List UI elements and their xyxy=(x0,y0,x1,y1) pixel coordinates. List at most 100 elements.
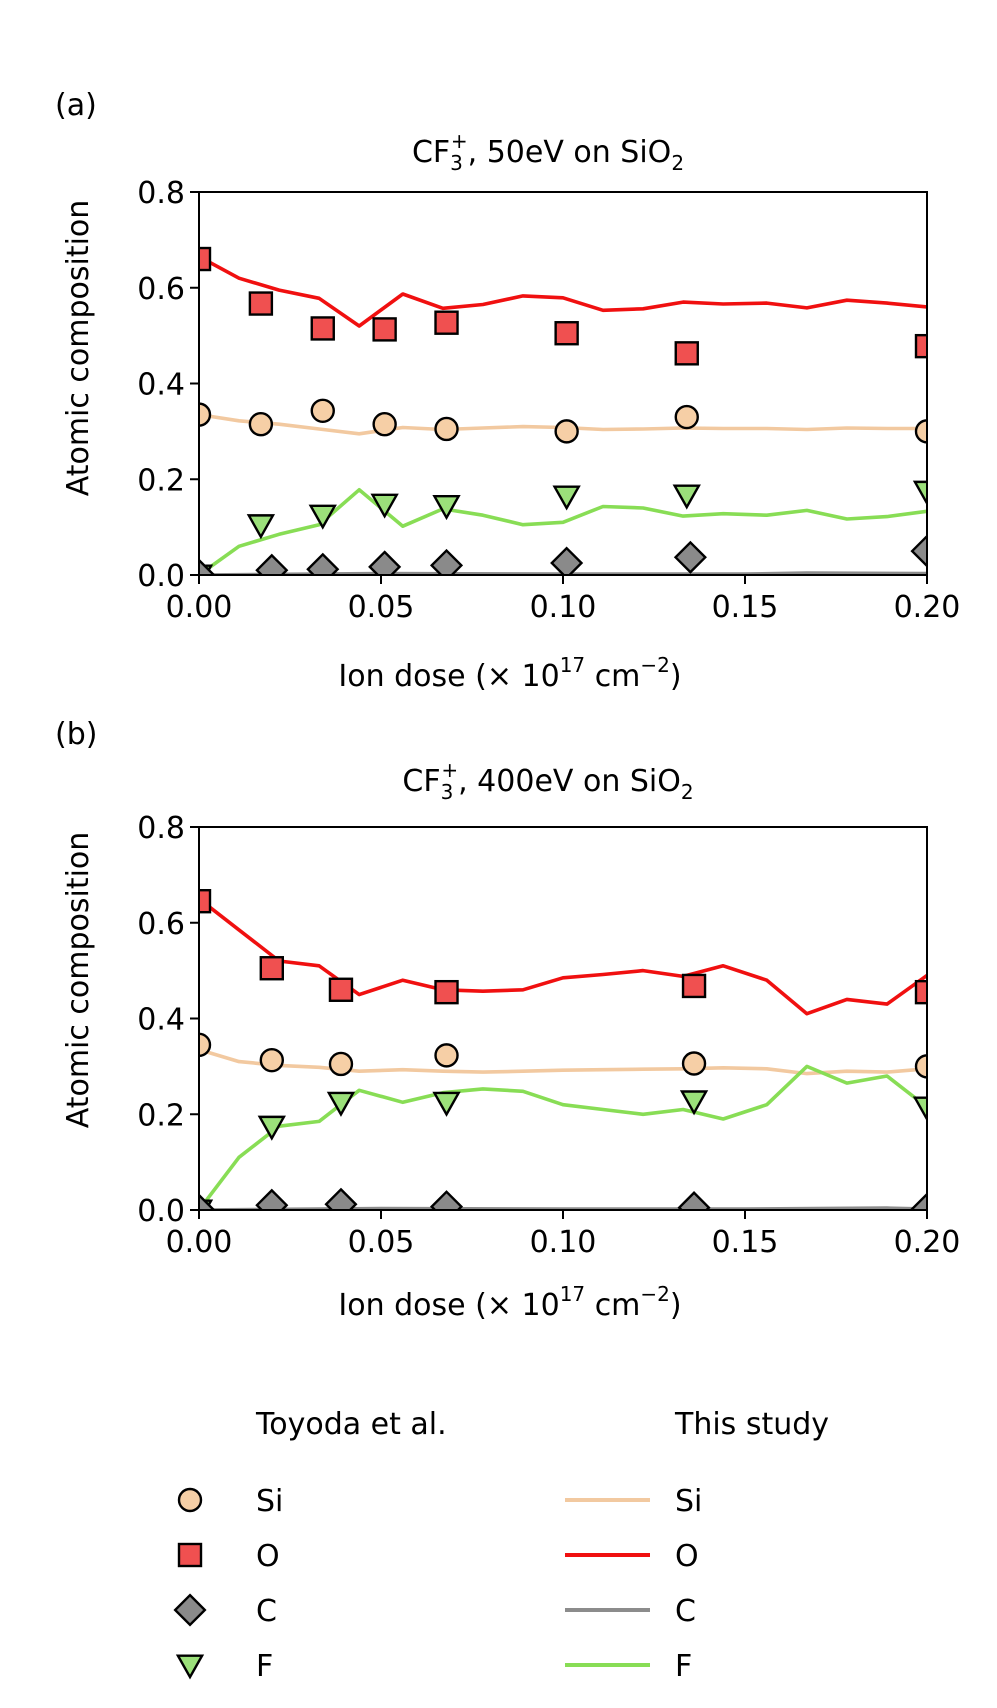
panel-b-ytick-label: 0.2 xyxy=(137,1098,185,1133)
panel-b-sim-line-f xyxy=(199,1064,927,1210)
panel-a-xtick-label: 0.00 xyxy=(166,590,233,625)
panel-b-exp-point-o xyxy=(328,977,354,1002)
legend-sim-label-si: Si xyxy=(675,1484,702,1519)
panel-a-title: CF3+, 50eV on SiO2 xyxy=(412,129,684,175)
panel-b-exp-point-o xyxy=(681,973,707,999)
panel-a-sim-line-f xyxy=(199,487,927,575)
legend-sim-title: This study xyxy=(674,1407,829,1442)
panel-b-exp-point-c xyxy=(255,1188,289,1210)
panel-a-ylabel: Atomic composition xyxy=(61,200,96,497)
panel-a: (a) CF3+, 50eV on SiO2 0.00 0.05 0.10 0.15 0… xyxy=(55,88,960,694)
panel-b-label: (b) xyxy=(55,717,97,752)
panel-b-frame xyxy=(198,826,928,1211)
panel-b-sim-line-si xyxy=(199,1047,927,1076)
panel-b-ytick-label: 0.4 xyxy=(137,1003,185,1038)
panel-a-exp-point-si xyxy=(199,402,212,427)
panel-a-exp-point-c xyxy=(550,546,584,575)
panel-a-ytick-label: 0.2 xyxy=(137,463,185,498)
panel-b-ytick-label: 0.8 xyxy=(137,811,185,846)
panel-a-ytick-label: 0.6 xyxy=(137,272,185,307)
panel-b-exp-point-f xyxy=(432,1091,461,1117)
panel-a-xtick-label: 0.20 xyxy=(894,590,961,625)
legend-marker-si xyxy=(177,1487,203,1513)
panel-a-exp-point-si xyxy=(310,398,335,423)
panel-b-exp-point-si xyxy=(199,1032,212,1058)
panel-b-title: CF3+, 400eV on SiO2 xyxy=(402,758,693,804)
panel-a-xtick-label: 0.05 xyxy=(348,590,415,625)
panel-b-exp-point-si xyxy=(434,1043,459,1068)
legend-exp-label-si: Si xyxy=(256,1484,283,1519)
panel-a-exp-point-c xyxy=(368,550,402,575)
panel-a-exp-point-c xyxy=(910,534,927,568)
panel-b-exp-point-o xyxy=(199,889,212,914)
panel-a-frame xyxy=(198,191,928,576)
legend: Toyoda et al. This study Si SiO OC CF F xyxy=(173,1407,829,1684)
panel-b-exp-point-c xyxy=(910,1192,927,1210)
legend-marker-o xyxy=(177,1542,203,1568)
panel-a-ytick-label: 0.4 xyxy=(137,368,185,403)
panel-b-xlabel: Ion dose (× 1017 cm−2) xyxy=(338,1282,681,1323)
legend-sim-label-f: F xyxy=(675,1649,692,1684)
panel-b-xtick-label: 0.00 xyxy=(166,1225,233,1260)
panel-a-ytick-label: 0.0 xyxy=(137,559,185,594)
panel-a-label: (a) xyxy=(55,88,97,123)
legend-marker-c xyxy=(173,1593,207,1627)
panel-b-xtick-label: 0.10 xyxy=(530,1225,597,1260)
panel-b-exp-point-c xyxy=(677,1191,711,1210)
panel-a-exp-point-f xyxy=(246,514,276,540)
panel-b-exp-point-si xyxy=(328,1051,354,1077)
panel-b-exp-point-o xyxy=(914,979,927,1005)
panel-a-exp-point-c xyxy=(673,540,707,574)
legend-marker-f xyxy=(175,1654,205,1680)
panel-b-exp-point-si xyxy=(259,1047,284,1073)
panel-a-exp-point-o xyxy=(310,316,335,341)
panel-b-exp-point-f xyxy=(257,1115,286,1141)
panel-b: (b) CF3+, 400eV on SiO2 0.00 0.05 0.10 0.15… xyxy=(55,717,960,1323)
panel-a-exp-point-si xyxy=(554,419,579,444)
panel-b-exp-point-f xyxy=(326,1091,356,1117)
panel-a-exp-point-f xyxy=(552,485,581,511)
panel-b-exp-point-o xyxy=(259,956,284,981)
panel-a-exp-point-o xyxy=(554,321,579,346)
legend-exp-label-c: C xyxy=(256,1594,277,1629)
panel-b-ytick-label: 0.0 xyxy=(137,1194,185,1229)
panel-b-exp-point-o xyxy=(434,979,459,1005)
panel-a-exp-point-f xyxy=(912,480,927,506)
panel-b-xtick-label: 0.20 xyxy=(894,1225,961,1260)
panel-a-data xyxy=(199,246,927,575)
panel-a-exp-point-o xyxy=(914,333,927,359)
panel-b-xtick-label: 0.05 xyxy=(348,1225,415,1260)
legend-exp-title: Toyoda et al. xyxy=(255,1407,447,1442)
panel-a-exp-point-c xyxy=(429,548,464,575)
panel-b-exp-point-si xyxy=(914,1054,927,1079)
panel-b-exp-point-c xyxy=(199,1193,216,1210)
panel-a-exp-point-c xyxy=(306,552,340,575)
panel-b-sim-line-o xyxy=(199,897,927,1016)
panel-a-exp-point-si xyxy=(248,411,274,437)
legend-exp-label-o: O xyxy=(256,1539,280,1574)
panel-a-exp-point-o xyxy=(248,291,274,316)
panel-a-exp-point-f xyxy=(308,504,337,530)
panel-a-exp-point-f xyxy=(432,495,461,521)
panel-b-plot: 0.00 0.05 0.10 0.15 0.20 0.0 0.2 0.4 0.6 0.8 xyxy=(137,811,960,1260)
panel-a-exp-point-o xyxy=(434,310,459,335)
legend-exp-label-f: F xyxy=(256,1649,273,1684)
panel-a-xtick-label: 0.15 xyxy=(712,590,779,625)
legend-entries: Si SiO OC CF F xyxy=(173,1484,702,1684)
panel-a-xlabel: Ion dose (× 1017 cm−2) xyxy=(338,653,681,694)
panel-a-ytick-label: 0.8 xyxy=(137,176,185,211)
panel-b-ylabel: Atomic composition xyxy=(61,832,96,1129)
panel-b-exp-point-si xyxy=(681,1051,707,1076)
panel-b-exp-point-f xyxy=(679,1090,709,1116)
panel-a-xtick-label: 0.10 xyxy=(530,590,597,625)
panel-b-xtick-label: 0.15 xyxy=(712,1225,779,1260)
panel-a-exp-point-f xyxy=(370,493,399,519)
panel-b-data xyxy=(199,889,927,1210)
panel-a-exp-point-o xyxy=(199,246,212,272)
panel-a-exp-point-f xyxy=(672,484,701,510)
panel-a-exp-point-si xyxy=(674,404,699,430)
panel-b-exp-point-c xyxy=(324,1187,358,1210)
panel-a-exp-point-si xyxy=(434,416,459,442)
panel-a-exp-point-c xyxy=(255,553,289,575)
panel-a-sim-line-o xyxy=(199,255,927,328)
